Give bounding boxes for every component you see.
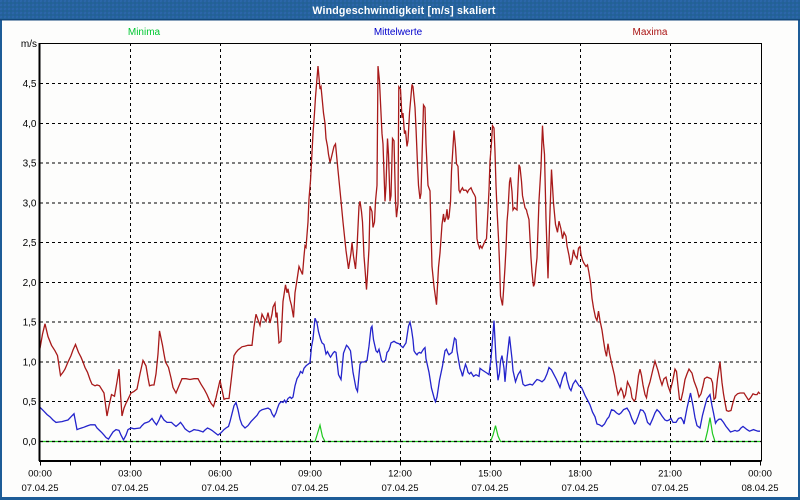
svg-text:07.04.25: 07.04.25 [562,483,599,494]
svg-text:0,5: 0,5 [23,397,37,408]
svg-text:Mittelwerte: Mittelwerte [374,27,423,38]
svg-text:4,5: 4,5 [23,79,37,90]
svg-text:03:00: 03:00 [118,469,142,480]
svg-text:3,5: 3,5 [23,159,37,170]
svg-text:Minima: Minima [128,27,161,38]
svg-text:Windgeschwindigkeit [m/s] skal: Windgeschwindigkeit [m/s] skaliert [312,5,496,17]
svg-text:1,5: 1,5 [23,318,37,329]
svg-text:Maxima: Maxima [632,27,667,38]
svg-text:4,0: 4,0 [23,119,37,130]
svg-text:07.04.25: 07.04.25 [382,483,419,494]
svg-text:08.04.25: 08.04.25 [742,483,779,494]
svg-text:2,0: 2,0 [23,278,37,289]
svg-text:1,0: 1,0 [23,358,37,369]
svg-text:09:00: 09:00 [298,469,322,480]
svg-text:07.04.25: 07.04.25 [472,483,509,494]
svg-text:m/s: m/s [21,39,37,50]
svg-text:06:00: 06:00 [208,469,232,480]
svg-text:21:00: 21:00 [658,469,682,480]
svg-text:15:00: 15:00 [478,469,502,480]
svg-text:07.04.25: 07.04.25 [292,483,329,494]
svg-text:18:00: 18:00 [568,469,592,480]
svg-text:07.04.25: 07.04.25 [202,483,239,494]
svg-text:07.04.25: 07.04.25 [112,483,149,494]
svg-text:3,0: 3,0 [23,198,37,209]
svg-text:07.04.25: 07.04.25 [652,483,689,494]
svg-text:0,0: 0,0 [23,437,37,448]
svg-text:12:00: 12:00 [388,469,412,480]
svg-text:07.04.25: 07.04.25 [22,483,59,494]
svg-text:2,5: 2,5 [23,238,37,249]
svg-text:00:00: 00:00 [748,469,772,480]
svg-text:00:00: 00:00 [28,469,52,480]
